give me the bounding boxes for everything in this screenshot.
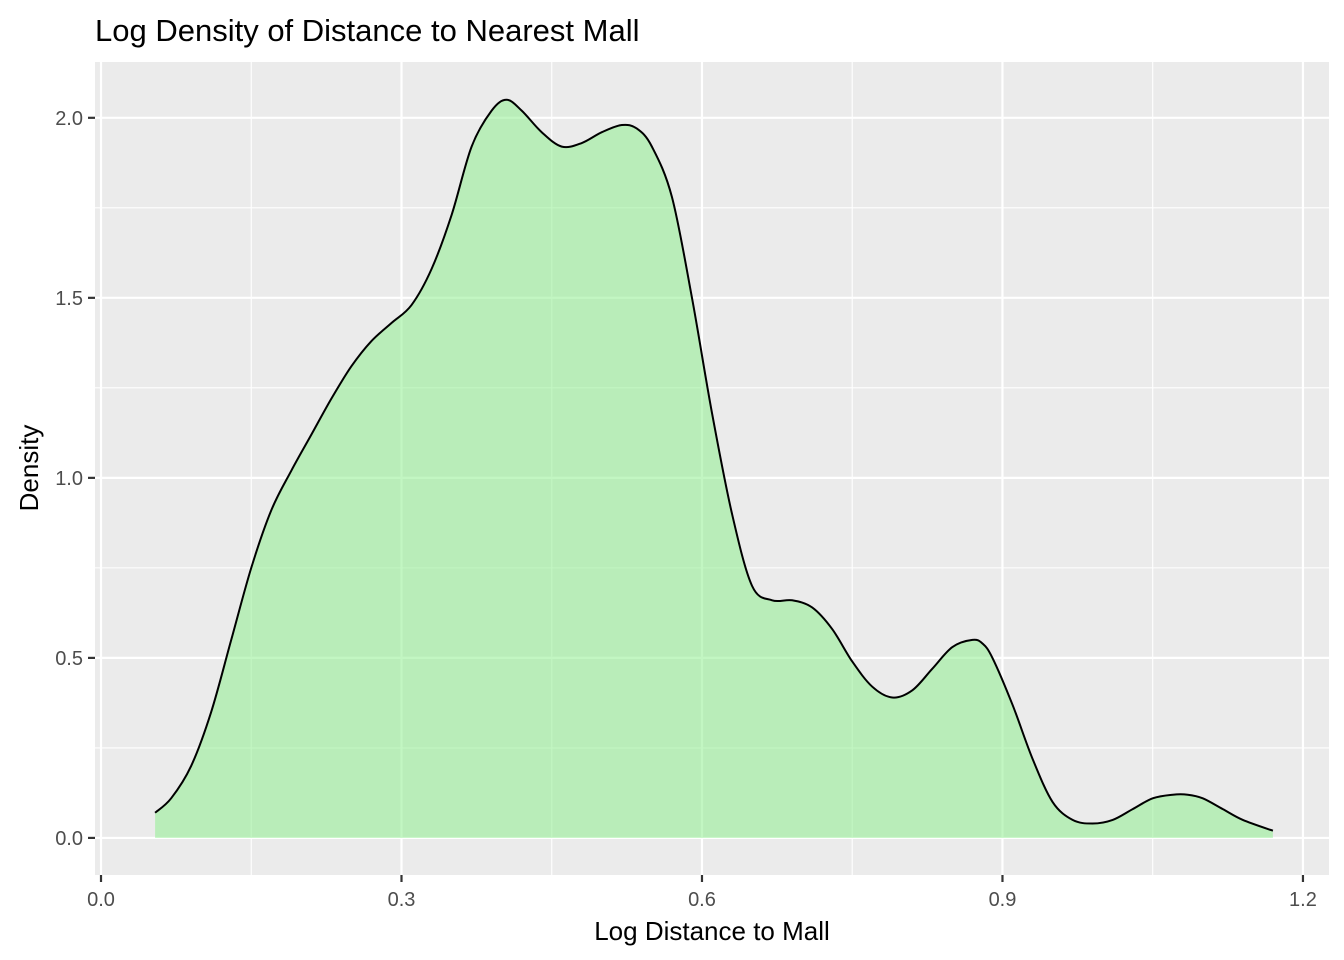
y-tick-label: 0.5 — [55, 648, 83, 670]
y-tick-label: 1.5 — [55, 288, 83, 310]
x-tick-label: 0.6 — [688, 889, 716, 911]
y-axis-ticks: 0.0 0.5 1.0 1.5 2.0 — [55, 108, 95, 850]
y-tick-label: 0.0 — [55, 828, 83, 850]
x-tick-label: 0.0 — [87, 889, 115, 911]
x-tick-label: 0.9 — [989, 889, 1017, 911]
chart-title: Log Density of Distance to Nearest Mall — [95, 13, 639, 48]
y-tick-label: 1.0 — [55, 468, 83, 490]
x-axis-label: Log Distance to Mall — [594, 916, 830, 946]
x-tick-label: 0.3 — [388, 889, 416, 911]
y-axis-label: Density — [14, 425, 44, 512]
density-area — [155, 99, 1273, 838]
x-axis-ticks: 0.0 0.3 0.6 0.9 1.2 — [87, 875, 1317, 911]
density-line — [154, 98, 1274, 832]
x-tick-label: 1.2 — [1289, 889, 1317, 911]
y-tick-label: 2.0 — [55, 108, 83, 130]
